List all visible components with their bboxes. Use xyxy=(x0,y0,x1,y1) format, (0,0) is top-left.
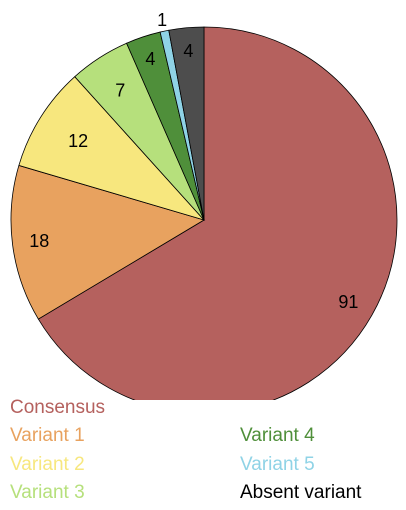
legend-item-variant-4: Variant 4 xyxy=(240,425,315,446)
legend-item-consensus: Consensus xyxy=(10,397,106,418)
legend-item-variant-2: Variant 2 xyxy=(10,454,85,475)
pie-chart: 91 18 12 7 4 1 4 xyxy=(10,10,398,400)
pie-slice-consensus xyxy=(37,26,398,400)
data-label-variant-2: 12 xyxy=(68,131,88,151)
legend-item-variant-3: Variant 3 xyxy=(10,482,85,503)
data-label-variant-5: 1 xyxy=(157,10,167,30)
pie-slice-absent-variant xyxy=(168,26,205,221)
data-label-variant-4: 4 xyxy=(145,49,155,69)
data-label-absent-variant: 4 xyxy=(183,41,193,61)
legend: Consensus Variant 1 Variant 2 Variant 3 … xyxy=(0,396,406,510)
data-label-variant-1: 18 xyxy=(29,231,49,251)
pie-slices xyxy=(10,26,398,400)
data-label-variant-3: 7 xyxy=(115,80,125,100)
legend-item-absent-variant: Absent variant xyxy=(240,482,362,503)
pie-slice-variant-1 xyxy=(10,164,205,320)
legend-item-variant-5: Variant 5 xyxy=(240,454,315,475)
legend-item-variant-1: Variant 1 xyxy=(10,425,85,446)
data-label-consensus: 91 xyxy=(338,292,358,312)
pie-slice-variant-2 xyxy=(18,76,206,221)
